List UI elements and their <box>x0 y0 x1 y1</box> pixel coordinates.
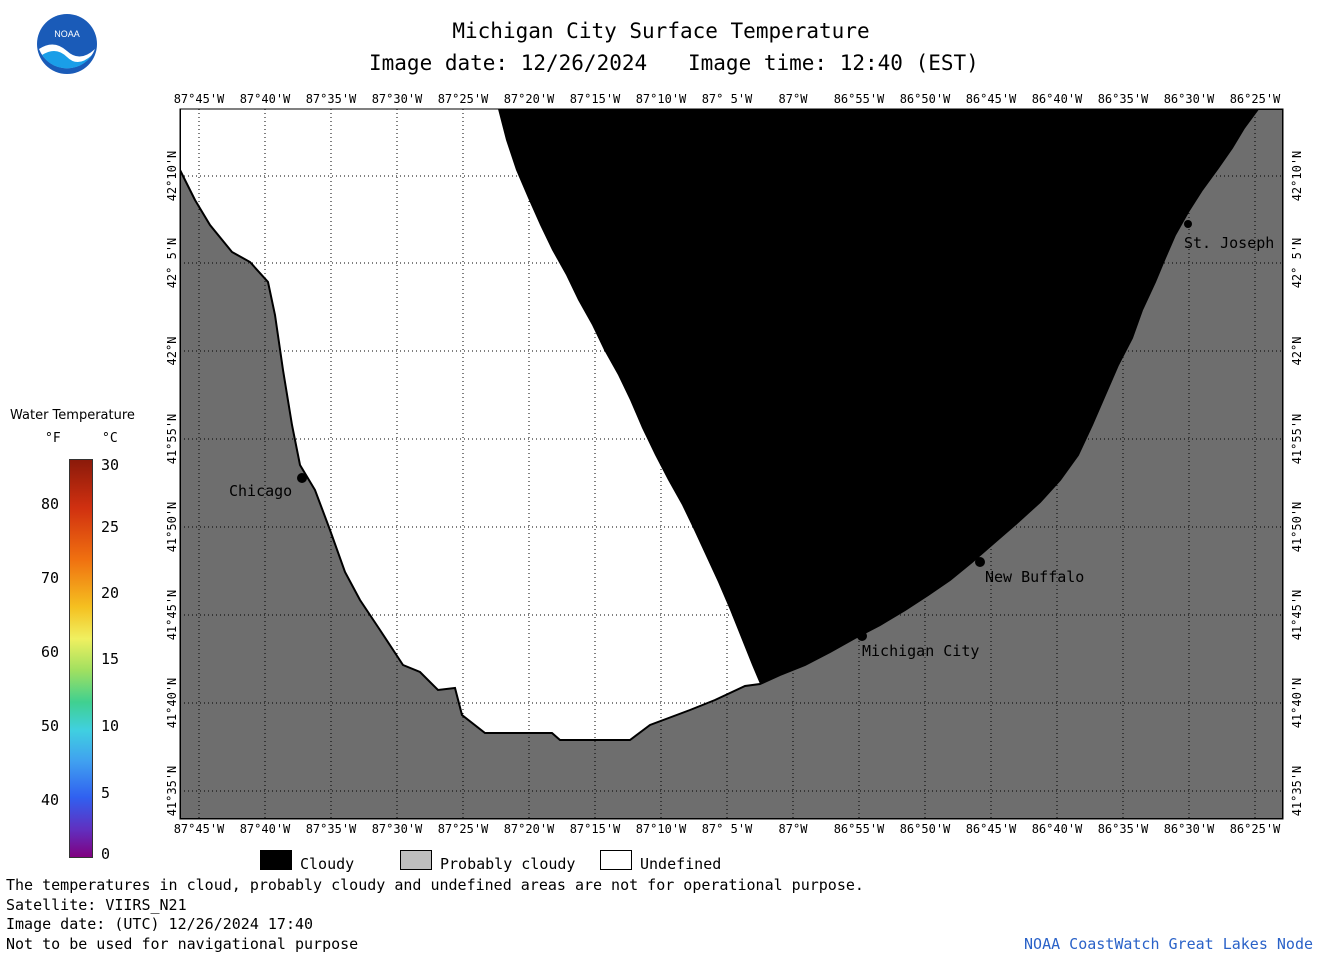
lon-tick-label: 87°15'W <box>569 92 621 106</box>
lon-tick-label: 87°25'W <box>437 822 489 836</box>
map-frame <box>179 108 1284 820</box>
city-marker-new-buffalo <box>975 557 985 567</box>
lat-tick-label: 41°55'N <box>165 413 179 465</box>
lat-tick-label: 41°45'N <box>165 589 179 641</box>
colorbar-unit-c: °C <box>102 431 118 446</box>
lon-tick-label: 87°30'W <box>371 822 423 836</box>
lon-tick-label: 87°10'W <box>635 92 687 106</box>
lat-tick-label: 42°N <box>165 336 179 366</box>
lon-tick-label: 86°55'W <box>833 822 885 836</box>
lon-tick-label: 87°40'W <box>239 822 291 836</box>
colorbar-f-tick: 50 <box>40 717 59 735</box>
lon-tick-label: 86°40'W <box>1031 822 1083 836</box>
lon-tick-label: 86°40'W <box>1031 92 1083 106</box>
colorbar-c-tick: 10 <box>101 717 120 735</box>
lon-tick-label: 86°25'W <box>1229 822 1281 836</box>
lat-tick-label: 41°35'N <box>1290 765 1304 817</box>
lon-tick-label: 86°45'W <box>965 822 1017 836</box>
lon-tick-label: 86°30'W <box>1163 822 1215 836</box>
colorbar-c-tick: 5 <box>101 784 111 802</box>
lon-tick-label: 87°35'W <box>305 92 357 106</box>
city-label-new-buffalo: New Buffalo <box>985 568 1085 586</box>
lon-tick-label: 87°W <box>778 822 808 836</box>
noaa-logo: NOAA <box>36 13 98 75</box>
colorbar-c-tick: 20 <box>101 584 120 602</box>
image-time-label: Image time: 12:40 (EST) <box>688 51 979 75</box>
city-label-michigan-city: Michigan City <box>862 642 980 660</box>
lon-tick-label: 87° 5'W <box>701 822 753 836</box>
land-west <box>180 109 1283 819</box>
city-label-st-joseph: St. Joseph <box>1184 234 1275 252</box>
lat-tick-label: 42°10'N <box>1290 150 1304 202</box>
legend-swatch-cloudy <box>260 850 292 870</box>
lon-tick-label: 87°25'W <box>437 92 489 106</box>
city-label-chicago: Chicago <box>229 482 293 500</box>
lon-tick-label: 87°20'W <box>503 822 555 836</box>
lat-tick-label: 41°45'N <box>1290 589 1304 641</box>
footer-credit: NOAA CoastWatch Great Lakes Node <box>1024 935 1313 953</box>
lon-tick-label: 87°W <box>778 92 808 106</box>
colorbar-f-tick: 80 <box>40 495 59 513</box>
colorbar-c-tick: 15 <box>101 650 120 668</box>
city-marker-st-joseph <box>1184 220 1192 228</box>
colorbar-unit-f: °F <box>45 431 61 446</box>
lat-tick-label: 41°50'N <box>1290 501 1304 553</box>
logo-text: NOAA <box>54 29 80 39</box>
lon-tick-label: 87°40'W <box>239 92 291 106</box>
lon-tick-label: 87°35'W <box>305 822 357 836</box>
footer-note: The temperatures in cloud, probably clou… <box>6 876 864 894</box>
lat-tick-label: 41°40'N <box>165 677 179 729</box>
lon-tick-label: 86°30'W <box>1163 92 1215 106</box>
lon-tick-label: 86°35'W <box>1097 822 1149 836</box>
colorbar-f-tick: 60 <box>40 643 59 661</box>
city-marker-michigan-city <box>857 631 867 641</box>
page-title: Michigan City Surface Temperature <box>452 19 870 43</box>
footer-satellite: Satellite: VIIRS_N21 <box>6 896 187 914</box>
lat-tick-label: 41°40'N <box>1290 677 1304 729</box>
legend-label-probably-cloudy: Probably cloudy <box>440 855 576 873</box>
colorbar <box>69 459 93 858</box>
lon-tick-label: 87°30'W <box>371 92 423 106</box>
lat-tick-label: 41°55'N <box>1290 413 1304 465</box>
legend-label-cloudy: Cloudy <box>300 855 355 873</box>
lon-tick-label: 87°10'W <box>635 822 687 836</box>
lon-tick-label: 87°45'W <box>173 822 225 836</box>
footer-utc-date: Image date: (UTC) 12/26/2024 17:40 <box>6 915 314 933</box>
lon-tick-label: 86°45'W <box>965 92 1017 106</box>
lat-tick-label: 41°35'N <box>165 765 179 817</box>
legend-swatch-probably-cloudy <box>400 850 432 870</box>
lat-tick-label: 42° 5'N <box>1290 237 1304 289</box>
legend-label-undefined: Undefined <box>640 855 722 873</box>
lon-tick-label: 87° 5'W <box>701 92 753 106</box>
cloud-region <box>498 109 1258 684</box>
image-date-label: Image date: 12/26/2024 <box>369 51 648 75</box>
lon-tick-label: 87°45'W <box>173 92 225 106</box>
footer-nav-warning: Not to be used for navigational purpose <box>6 935 359 953</box>
lat-tick-label: 42°10'N <box>165 150 179 202</box>
colorbar-c-tick: 25 <box>101 518 120 536</box>
lat-tick-label: 41°50'N <box>165 501 179 553</box>
colorbar-f-tick: 70 <box>40 569 59 587</box>
lon-tick-label: 86°35'W <box>1097 92 1149 106</box>
lon-tick-label: 86°55'W <box>833 92 885 106</box>
colorbar-title: Water Temperature <box>10 408 135 423</box>
lon-tick-label: 86°50'W <box>899 822 951 836</box>
colorbar-f-tick: 40 <box>40 791 59 809</box>
city-marker-chicago <box>297 473 307 483</box>
colorbar-c-tick: 30 <box>101 456 120 474</box>
lat-tick-label: 42°N <box>1290 336 1304 366</box>
legend-swatch-undefined <box>600 850 632 870</box>
lon-tick-label: 87°15'W <box>569 822 621 836</box>
colorbar-c-tick: 0 <box>101 845 111 863</box>
lon-tick-label: 86°50'W <box>899 92 951 106</box>
lon-tick-label: 87°20'W <box>503 92 555 106</box>
lon-tick-label: 86°25'W <box>1229 92 1281 106</box>
lat-tick-label: 42° 5'N <box>165 237 179 289</box>
